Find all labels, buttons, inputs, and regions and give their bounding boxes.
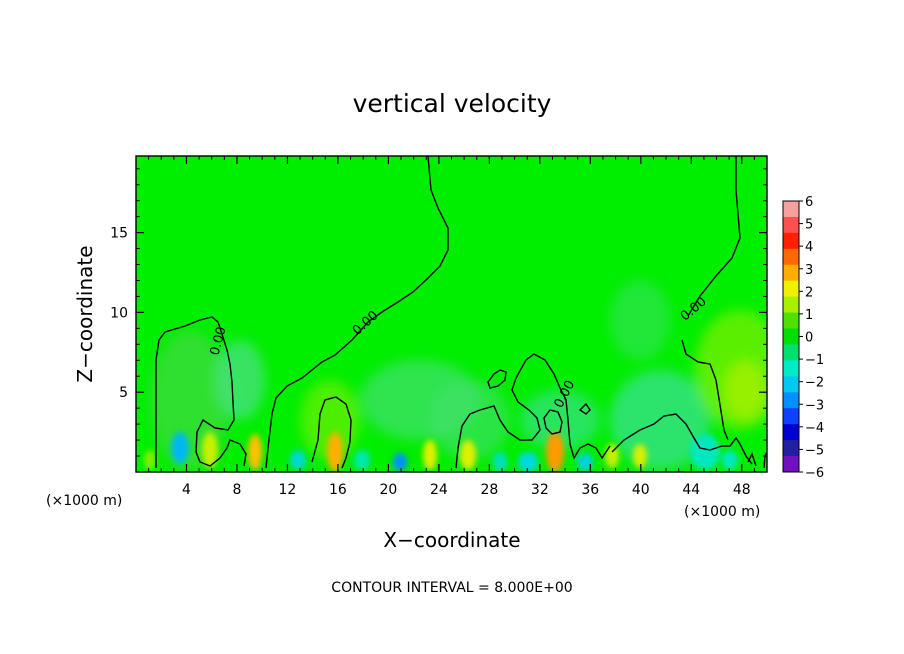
- colorbar: 6 5 4 3 2 1 0 −1 −2 −3 −4 −5 −6: [782, 195, 824, 481]
- x-axis-unit-left: (×1000 m): [46, 493, 122, 509]
- contour-label: 0.00: [208, 325, 230, 357]
- colorbar-swatch: [783, 440, 799, 457]
- contour-line: [311, 396, 352, 469]
- y-tick-label: 5: [119, 385, 128, 401]
- colorbar-swatch: [783, 248, 799, 266]
- colorbar-swatch: [783, 201, 799, 218]
- colorbar-tick-label: 4: [805, 240, 813, 255]
- colorbar-tick-label: 1: [805, 308, 813, 323]
- x-axis-title: X−coordinate: [383, 528, 520, 552]
- contour-line: [578, 402, 591, 415]
- colorbar-swatch: [783, 376, 799, 393]
- contour-line: [543, 409, 563, 435]
- colorbar-swatch: [783, 264, 799, 282]
- colorbar-tick-label: −2: [805, 376, 824, 391]
- chart-title: vertical velocity: [353, 89, 552, 118]
- colorbar-swatch: [783, 360, 799, 377]
- contour-line: [455, 353, 611, 469]
- colorbar-swatch: [783, 392, 799, 409]
- colorbar-swatch: [783, 216, 799, 234]
- x-tick-label: 40: [632, 482, 650, 498]
- contour-line: [611, 413, 753, 465]
- colorbar-tick-label: −1: [805, 353, 824, 368]
- colorbar-tick-label: 6: [805, 195, 813, 210]
- colorbar-tick-label: −3: [805, 398, 824, 413]
- colorbar-swatch: [783, 328, 799, 345]
- x-tick-label: 48: [733, 482, 751, 498]
- colorbar-swatch: [783, 312, 799, 330]
- colorbar-swatch: [783, 280, 799, 298]
- contour-line: [265, 156, 449, 469]
- x-tick-label: 36: [581, 482, 599, 498]
- x-axis: 4 8 12 16 20 24 28 32 36 40 44 48: [148, 156, 755, 498]
- x-tick-label: 24: [430, 482, 448, 498]
- y-axis-title: Z−coordinate: [73, 245, 97, 382]
- x-axis-unit-right: (×1000 m): [684, 504, 760, 520]
- colorbar-tick-label: 2: [805, 285, 813, 300]
- colorbar-swatch: [783, 424, 799, 441]
- x-tick-label: 28: [480, 482, 498, 498]
- contour-line: [487, 369, 507, 389]
- contour-line: [681, 339, 729, 441]
- x-tick-label: 32: [531, 482, 549, 498]
- x-tick-label: 16: [329, 482, 347, 498]
- contour-interval-note: CONTOUR INTERVAL = 8.000E+00: [331, 580, 572, 596]
- colorbar-tick-label: 5: [805, 218, 813, 233]
- x-tick-label: 44: [682, 482, 700, 498]
- contour-line: [155, 316, 247, 468]
- colorbar-tick-label: −5: [805, 443, 824, 458]
- colorbar-tick-label: 0: [805, 331, 813, 346]
- colorbar-swatch: [783, 232, 799, 250]
- colorbar-swatch: [783, 456, 799, 473]
- y-tick-label: 10: [110, 305, 128, 321]
- y-tick-label: 15: [110, 226, 128, 242]
- x-tick-label: 20: [379, 482, 397, 498]
- colorbar-swatch: [783, 408, 799, 425]
- x-tick-label: 12: [279, 482, 297, 498]
- velocity-field: [136, 156, 767, 472]
- contour-line: [687, 156, 741, 317]
- zero-contours: [155, 156, 767, 469]
- contour-line: [747, 452, 757, 467]
- colorbar-tick-label: −4: [805, 421, 824, 436]
- y-axis: 5 10 15: [110, 168, 767, 457]
- colorbar-swatch: [783, 296, 799, 314]
- x-tick-label: 4: [182, 482, 191, 498]
- colorbar-tick-label: 3: [805, 263, 813, 278]
- colorbar-swatch: [783, 344, 799, 361]
- x-tick-label: 8: [232, 482, 241, 498]
- colorbar-tick-label: −6: [805, 466, 824, 481]
